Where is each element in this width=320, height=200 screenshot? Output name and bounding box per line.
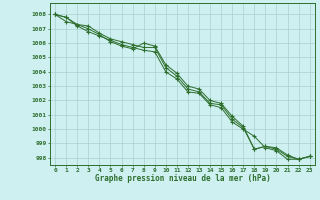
X-axis label: Graphe pression niveau de la mer (hPa): Graphe pression niveau de la mer (hPa) [94,174,270,183]
